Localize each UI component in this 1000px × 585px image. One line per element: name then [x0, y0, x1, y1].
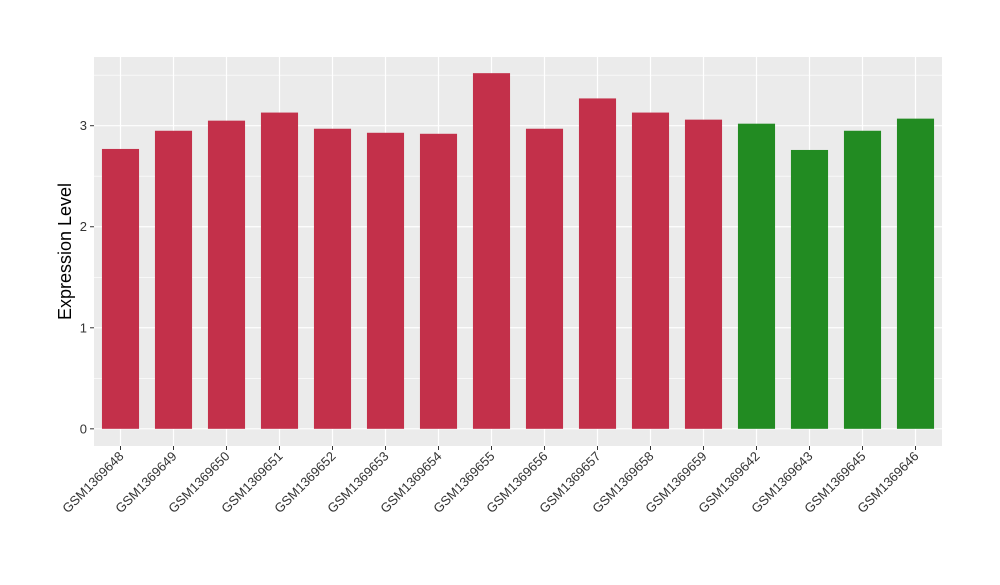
bar-GSM1369655 — [472, 73, 511, 429]
bar-GSM1369654 — [419, 133, 458, 429]
y-tick-label: 0 — [80, 421, 87, 436]
bar-GSM1369653 — [366, 132, 405, 429]
bar-GSM1369652 — [313, 128, 352, 429]
bars — [101, 73, 935, 429]
bar-GSM1369649 — [154, 130, 193, 429]
y-tick-label: 2 — [80, 219, 87, 234]
x-axis: GSM1369648GSM1369649GSM1369650GSM1369651… — [59, 446, 922, 516]
bar-GSM1369651 — [260, 112, 299, 429]
bar-GSM1369646 — [896, 118, 935, 429]
bar-GSM1369645 — [843, 130, 882, 429]
bar-GSM1369657 — [578, 98, 617, 429]
bar-GSM1369659 — [684, 119, 723, 429]
y-tick-label: 3 — [80, 118, 87, 133]
bar-GSM1369650 — [207, 120, 246, 429]
bar-GSM1369643 — [790, 149, 829, 429]
bar-GSM1369656 — [525, 128, 564, 429]
bar-GSM1369642 — [737, 123, 776, 429]
bar-GSM1369658 — [631, 112, 670, 429]
y-axis-title: Expression Level — [55, 183, 75, 320]
y-axis: 0 1 2 3 — [80, 118, 94, 436]
bar-GSM1369648 — [101, 148, 140, 429]
y-tick-label: 1 — [80, 320, 87, 335]
